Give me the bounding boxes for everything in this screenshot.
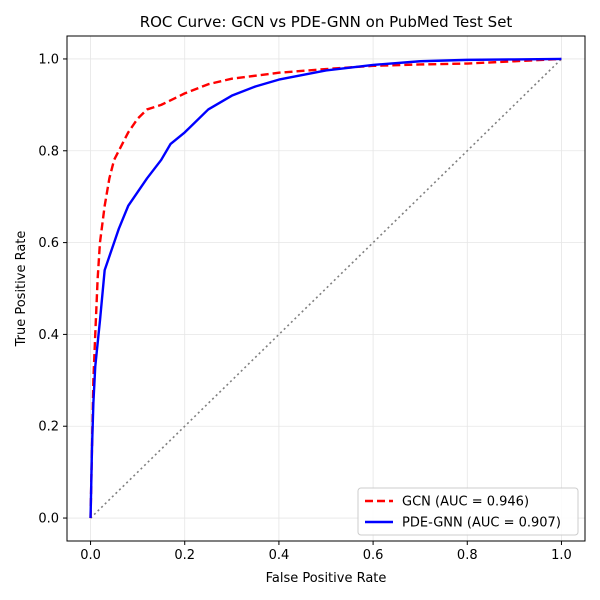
legend-label-gcn: GCN (AUC = 0.946) [402, 495, 529, 510]
x-tick-label-1: 0.2 [174, 548, 195, 563]
y-axis-label: True Positive Rate [14, 231, 29, 348]
series-layer [89, 57, 563, 519]
x-tick-label-0: 0.0 [80, 548, 101, 563]
axis-ticks: 0.0 0.2 0.4 0.6 0.8 1.0 0.0 0.2 0.4 0.6 0.8 1.0 [38, 52, 571, 563]
x-axis-label: False Positive Rate [266, 571, 387, 586]
legend-label-pde-gnn: PDE-GNN (AUC = 0.907) [402, 516, 561, 531]
chart-title: ROC Curve: GCN vs PDE-GNN on PubMed Test… [140, 13, 513, 31]
x-tick-label-2: 0.4 [269, 548, 290, 563]
x-tick-label-5: 1.0 [551, 548, 572, 563]
y-tick-label-3: 0.6 [38, 236, 59, 251]
y-tick-label-2: 0.4 [38, 328, 59, 343]
chance-diagonal-line [89, 58, 563, 519]
x-tick-label-4: 0.8 [457, 548, 478, 563]
legend-box [357, 487, 579, 536]
gcn-roc-line [89, 57, 562, 519]
y-tick-label-5: 1.0 [38, 52, 59, 67]
legend: GCN (AUC = 0.946) PDE-GNN (AUC = 0.907) [357, 487, 579, 536]
pde-gnn-roc-line [89, 57, 562, 519]
x-tick-label-3: 0.6 [363, 548, 384, 563]
y-tick-label-0: 0.0 [38, 512, 59, 527]
y-tick-label-4: 0.8 [38, 144, 59, 159]
grid [67, 36, 585, 541]
plot-area-frame [66, 35, 586, 542]
y-tick-label-1: 0.2 [38, 420, 59, 435]
